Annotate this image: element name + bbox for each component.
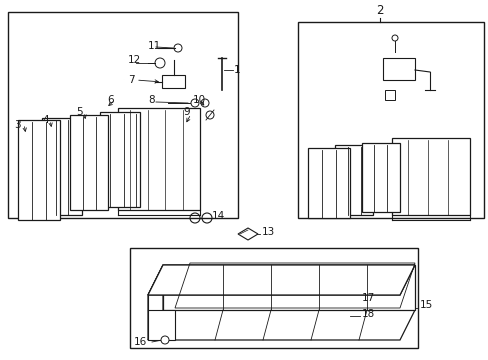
Polygon shape: [118, 108, 200, 210]
Text: 12: 12: [128, 55, 141, 65]
Polygon shape: [361, 143, 399, 212]
Polygon shape: [70, 115, 108, 210]
Text: 11: 11: [148, 41, 161, 51]
Text: 18: 18: [361, 309, 374, 319]
Polygon shape: [382, 58, 414, 80]
Text: 8: 8: [148, 95, 154, 105]
Polygon shape: [42, 118, 82, 215]
Text: 13: 13: [262, 227, 275, 237]
Text: 1: 1: [234, 65, 240, 75]
Bar: [297, 22, 483, 218]
Text: 14: 14: [212, 211, 225, 221]
Bar: [130, 248, 417, 348]
Polygon shape: [334, 145, 372, 215]
Polygon shape: [100, 112, 140, 207]
Text: 9: 9: [183, 107, 189, 117]
Polygon shape: [307, 148, 349, 218]
Circle shape: [161, 336, 169, 344]
Text: 10: 10: [193, 95, 206, 105]
Text: 6: 6: [107, 95, 113, 105]
Polygon shape: [148, 310, 414, 340]
Text: 4: 4: [42, 115, 48, 125]
Polygon shape: [148, 265, 163, 340]
Polygon shape: [148, 265, 414, 295]
Polygon shape: [18, 120, 60, 220]
Text: 15: 15: [419, 300, 432, 310]
Text: 16: 16: [134, 337, 147, 347]
Text: 3: 3: [14, 120, 20, 130]
Text: 5: 5: [76, 107, 82, 117]
Polygon shape: [238, 228, 258, 240]
Polygon shape: [162, 75, 184, 88]
Text: 2: 2: [375, 4, 383, 17]
Text: 7: 7: [128, 75, 134, 85]
Polygon shape: [391, 138, 469, 215]
Polygon shape: [384, 90, 394, 100]
Polygon shape: [148, 265, 414, 295]
Polygon shape: [148, 310, 175, 340]
Polygon shape: [163, 265, 414, 310]
Bar: [8, 12, 238, 218]
Text: 17: 17: [361, 293, 374, 303]
